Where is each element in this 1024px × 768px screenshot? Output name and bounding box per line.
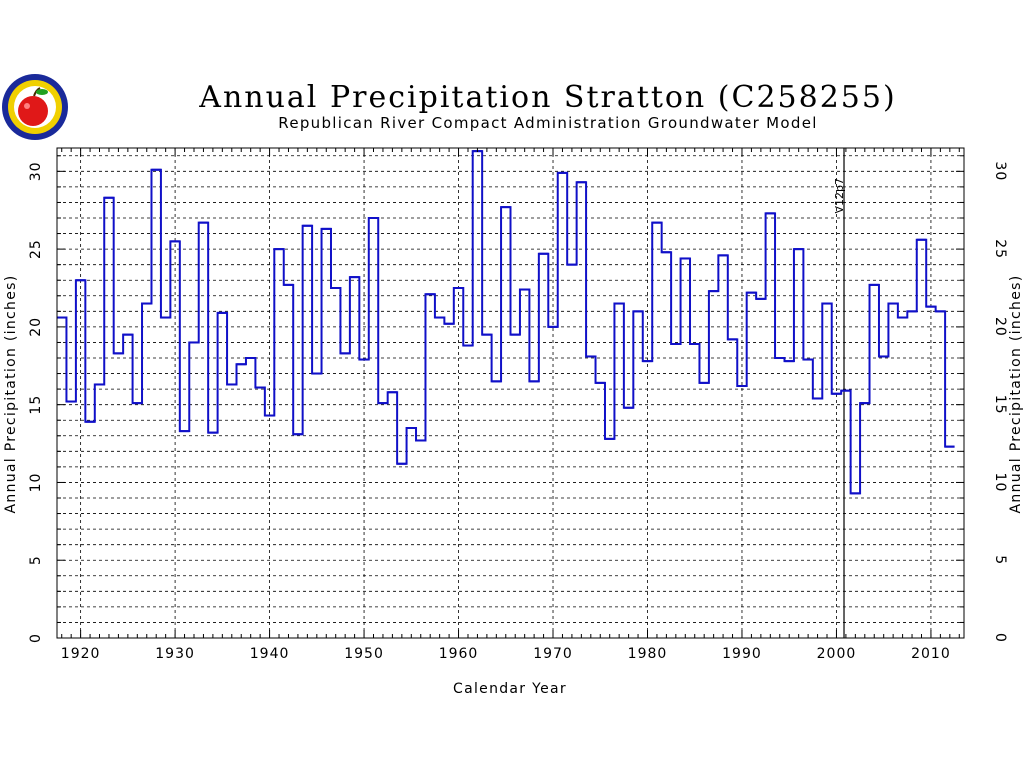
y-tick-label-right: 20 [992,317,1008,337]
annotation: V12p7 [833,148,846,638]
y-tick-label-left: 20 [28,317,44,337]
y-tick-label-left: 0 [28,633,44,643]
x-axis-label: Calendar Year [453,681,567,697]
y-tick-label-left: 15 [28,395,44,415]
chart-subtitle: Republican River Compact Administration … [278,114,817,132]
y-tick-label-left: 10 [28,473,44,493]
y-tick-label-right: 15 [992,395,1008,415]
y-tick-label-right: 25 [992,239,1008,259]
chart-title: Annual Precipitation Stratton (C258255) [198,80,896,115]
x-tick-label: 1940 [250,646,290,662]
y-tick-label-left: 5 [28,555,44,565]
y-axis-label-right: Annual Precipitation (inches) [1008,275,1024,514]
y-tick-label-left: 25 [28,239,44,259]
x-tick-label: 1930 [155,646,195,662]
data-layer [57,150,955,495]
y-tick-label-right: 30 [992,161,1008,181]
ticks: 1920 1930 1940 1950 1960 1970 1980 1990 2000 2010… [28,148,1008,662]
x-tick-label: 1950 [344,646,384,662]
annotation-label: V12p7 [833,178,846,214]
plot-frame [56,147,965,639]
x-tick-label: 1990 [722,646,762,662]
y-tick-label-right: 10 [992,473,1008,493]
x-tick-label: 2000 [817,646,857,662]
x-tick-label: 1980 [628,646,668,662]
plot-border [56,147,965,639]
x-tick-label: 1920 [61,646,101,662]
x-tick-label: 1960 [439,646,479,662]
y-axis-label-left: Annual Precipitation (inches) [3,275,19,514]
rrca-logo [2,74,68,140]
y-tick-label-right: 0 [992,633,1008,643]
y-tick-label-left: 30 [28,161,44,181]
x-tick-label: 2010 [911,646,951,662]
y-tick-label-right: 5 [992,555,1008,565]
x-tick-label: 1970 [533,646,573,662]
